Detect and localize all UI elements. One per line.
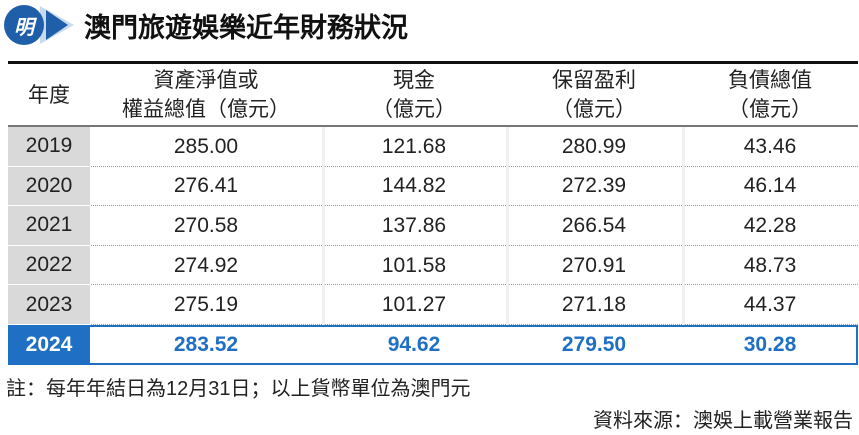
value-cell: 283.52 xyxy=(173,332,239,356)
value-cell: 275.19 xyxy=(173,293,239,317)
value-cell: 48.73 xyxy=(743,253,797,277)
header-line: （億元） xyxy=(372,98,456,121)
column-divider xyxy=(322,127,325,325)
header-line: （億元） xyxy=(552,98,636,121)
value-cell: 30.28 xyxy=(743,332,797,356)
value-cell: 270.91 xyxy=(561,253,627,277)
year-cell: 2021 xyxy=(8,206,90,246)
logo: 明 xyxy=(14,16,34,39)
footnote: 註：每年年結日為12月31日；以上貨幣單位為澳門元 xyxy=(6,378,471,400)
value-cell: 279.50 xyxy=(561,332,627,356)
value-cell: 46.14 xyxy=(743,174,797,198)
table-top-rule xyxy=(8,61,858,64)
year-cell: 2020 xyxy=(8,166,90,207)
header-line: （億元） xyxy=(728,98,812,121)
header-line: 資產淨值或 xyxy=(153,69,259,92)
header-line: 年度 xyxy=(28,83,70,107)
value-cell: 101.27 xyxy=(381,293,447,317)
column-header: 現金 （億元） xyxy=(322,64,506,126)
value-cell: 94.62 xyxy=(387,332,441,356)
value-cell: 276.41 xyxy=(173,174,239,198)
header-rule xyxy=(8,125,858,127)
value-cell: 280.99 xyxy=(561,134,627,158)
row-separator xyxy=(8,244,858,246)
column-divider xyxy=(682,127,685,325)
row-separator xyxy=(8,165,858,167)
value-cell: 285.00 xyxy=(173,134,239,158)
year-cell: 2023 xyxy=(8,285,90,325)
value-cell: 44.37 xyxy=(743,293,797,317)
logo-shape xyxy=(4,5,74,45)
year-cell: 2024 xyxy=(8,325,90,365)
value-cell: 270.58 xyxy=(173,213,239,237)
year-cell: 2022 xyxy=(8,245,90,286)
column-divider xyxy=(506,127,509,325)
value-cell: 137.86 xyxy=(381,213,447,237)
value-cell: 101.58 xyxy=(381,253,447,277)
row-separator xyxy=(8,324,858,325)
title: 澳門旅遊娛樂近年財務狀況 xyxy=(84,13,408,43)
value-cell: 272.39 xyxy=(561,174,627,198)
value-cell: 121.68 xyxy=(381,134,447,158)
column-header: 保留盈利 （億元） xyxy=(506,64,682,126)
column-header: 資產淨值或權益總值（億元） xyxy=(90,64,322,126)
header-line: 權益總值（億元） xyxy=(122,98,290,121)
header-line: 保留盈利 xyxy=(552,69,636,92)
source: 資料來源：澳娛上載營業報告 xyxy=(593,410,853,432)
column-header: 年度 xyxy=(8,64,90,126)
value-cell: 43.46 xyxy=(743,134,797,158)
value-cell: 271.18 xyxy=(561,293,627,317)
header-line: 現金 xyxy=(393,69,435,92)
value-cell: 266.54 xyxy=(561,213,627,237)
column-header: 負債總值 （億元） xyxy=(682,64,858,126)
value-cell: 274.92 xyxy=(173,253,239,277)
header-line: 負債總值 xyxy=(728,69,812,92)
value-cell: 144.82 xyxy=(381,174,447,198)
value-cell: 42.28 xyxy=(743,213,797,237)
row-separator xyxy=(8,284,858,286)
year-cell: 2019 xyxy=(8,127,90,167)
row-separator xyxy=(8,205,858,207)
